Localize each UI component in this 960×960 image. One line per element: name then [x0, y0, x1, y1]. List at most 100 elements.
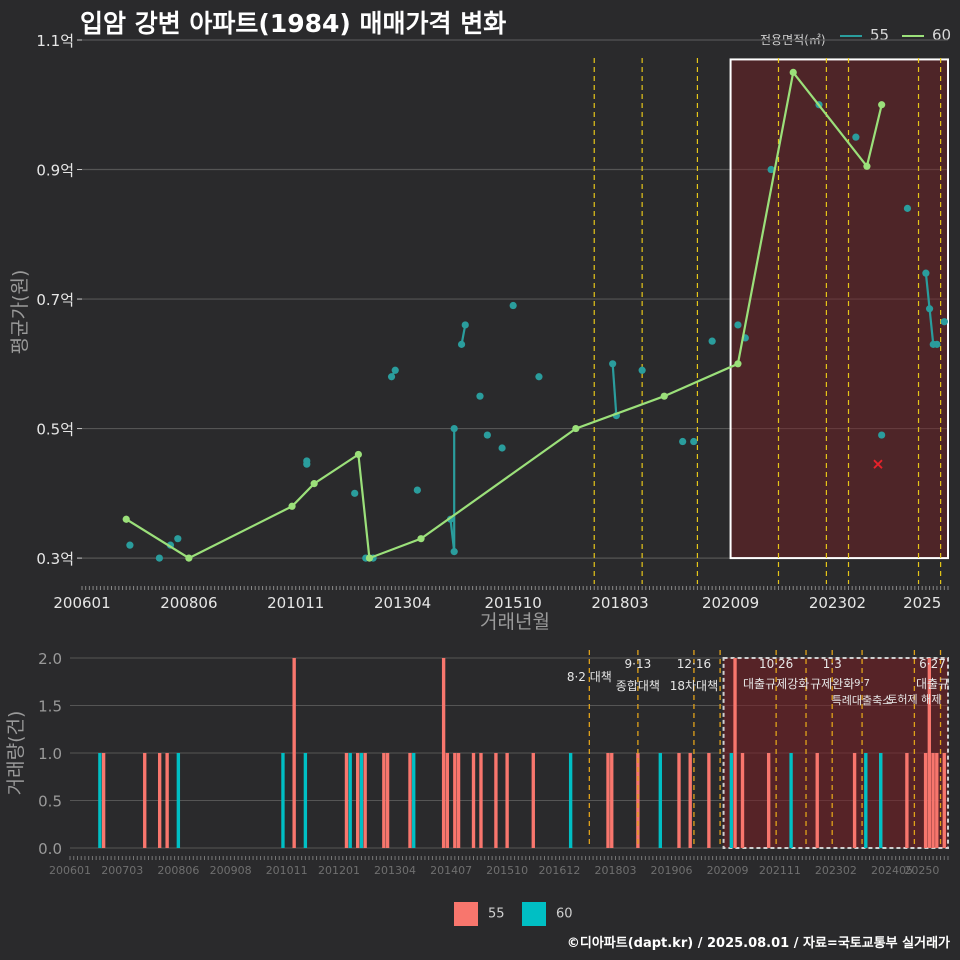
vol-bar-55-23: [677, 753, 681, 848]
x-axis-label: 거래년월: [480, 611, 550, 633]
vol-x-tick-label-11: 201906: [651, 864, 693, 877]
series-55-point-20: [509, 301, 517, 310]
vol-y-tick-label-1: 0.5: [38, 793, 62, 811]
x-tick-label-6: 202009: [702, 594, 759, 612]
vol-x-tick-label-6: 201304: [374, 864, 416, 877]
x-tick-label-8: 2025: [903, 594, 941, 612]
vol-bar-55-15: [471, 753, 476, 848]
vol-bar-55-4: [292, 658, 296, 848]
series-60-point-0: [122, 515, 130, 523]
policy-date-1: 9·13: [625, 657, 652, 671]
vol-bar-60-8: [658, 753, 662, 848]
x-tick-label-1: 200806: [160, 594, 217, 612]
legend-box-55: [454, 902, 478, 926]
series-55-point-1: [155, 554, 163, 562]
policy-date-2: 12·16: [677, 657, 711, 671]
vol-bar-60-4: [348, 753, 352, 848]
vol-bar-55-13: [453, 753, 457, 848]
x-tick-label-5: 201803: [591, 594, 648, 612]
series-55-point-32: [852, 133, 860, 141]
series-55-point-38: [933, 340, 941, 348]
vol-bar-60-12: [879, 753, 883, 848]
series-55-point-21: [535, 373, 543, 381]
series-55-segment: [928, 308, 935, 345]
vol-bar-55-2: [157, 753, 162, 848]
series-60-point-6: [417, 535, 425, 543]
series-55-point-13: [450, 548, 458, 556]
vol-bar-55-30: [852, 753, 857, 848]
policy-date-4: 10·26: [759, 657, 793, 671]
y-tick-label-1: 0.5억: [36, 421, 74, 439]
vol-x-tick-label-10: 201803: [594, 864, 636, 877]
vol-bar-60-2: [281, 753, 285, 848]
x-tick-label-0: 200601: [53, 594, 110, 612]
vol-bar-60-11: [864, 753, 868, 848]
vol-x-tick-label-1: 200703: [101, 864, 143, 877]
vol-bar-60-1: [176, 753, 181, 848]
policy-label-8: 토허제 해제: [887, 692, 941, 706]
vol-bar-60-0: [98, 753, 102, 848]
policy-date-6: 1·3: [823, 657, 842, 671]
vol-bar-55-29: [815, 753, 819, 848]
vol-bar-55-20: [606, 753, 610, 848]
vol-bar-55-12: [445, 753, 450, 848]
vol-bar-60-3: [303, 753, 308, 848]
series-55-point-28: [734, 321, 742, 329]
credit-text: ©디아파트(dapt.kr) / 2025.08.01 / 자료=국토교통부 실…: [566, 936, 950, 951]
y-tick-label-4: 1.1억: [36, 32, 74, 50]
policy-date-9: 6·27: [919, 657, 946, 671]
legend-line-60: [902, 34, 924, 37]
series-60-point-10: [789, 68, 797, 76]
legend-bottom-60: 60: [522, 902, 573, 926]
series-55-point-15: [457, 340, 466, 348]
vol-bar-60-9: [729, 753, 733, 848]
series-60-point-9: [734, 360, 742, 368]
vol-bar-55-37: [942, 753, 946, 848]
legend-bottom-55: 55: [454, 902, 505, 926]
vol-bar-55-6: [356, 753, 360, 848]
y-tick-label-0: 0.3억: [36, 550, 74, 568]
y-axis-label: 평균가(원): [9, 270, 31, 355]
vol-bar-55-19: [531, 753, 535, 848]
policy-label-2: 18차대책: [670, 678, 718, 693]
series-55-point-5: [303, 460, 311, 468]
series-55-point-10: [391, 366, 399, 374]
vol-bar-55-8: [382, 753, 386, 848]
vol-bar-55-10: [408, 753, 412, 848]
series-55-point-18: [483, 431, 491, 439]
vol-bar-55-21: [610, 753, 614, 848]
vol-bar-55-5: [344, 753, 349, 848]
vol-highlight-box: [722, 657, 950, 849]
series-60-point-3: [310, 480, 318, 488]
vol-bar-55-9: [385, 753, 390, 848]
vol-y-tick-label-4: 2.0: [38, 650, 62, 668]
vol-x-tick-label-4: 201011: [266, 864, 308, 877]
x-tick-label-2: 201011: [267, 594, 324, 612]
series-55-point-11: [413, 486, 421, 494]
series-55-point-30: [767, 165, 775, 174]
volume-plot: 0.0 0.5 1.0 1.5 2.0 8·2 대책 9·13 종합대책 12·16 18차대책 1…: [5, 650, 949, 877]
vol-bar-60-5: [359, 753, 364, 848]
vol-y-tick-label-2: 1.0: [38, 745, 62, 763]
chart-title: 입암 강변 아파트(1984) 매매가격 변화: [80, 9, 507, 38]
vol-x-tick-label-3: 200908: [210, 864, 252, 877]
vol-bar-55-17: [494, 753, 498, 848]
policy-label-1: 종합대책: [616, 678, 660, 693]
series-55-point-35: [922, 269, 930, 277]
series-55-segment: [611, 363, 618, 416]
cross-marker-0: [873, 459, 883, 469]
vol-bar-55-11: [441, 658, 446, 848]
vol-bar-55-33: [923, 753, 928, 848]
series-55-point-22: [609, 360, 617, 368]
legend-bottom-label-60: 60: [556, 906, 573, 922]
series-55-point-0: [126, 541, 134, 549]
series-55-point-16: [461, 321, 469, 329]
series-60-point-7: [572, 424, 580, 433]
vol-bar-55-3: [165, 753, 169, 848]
vol-x-tick-label-7: 201407: [430, 864, 472, 877]
vol-bar-55-27: [740, 753, 745, 848]
series-55-point-24: [638, 366, 646, 374]
series-55-point-6: [351, 489, 359, 497]
